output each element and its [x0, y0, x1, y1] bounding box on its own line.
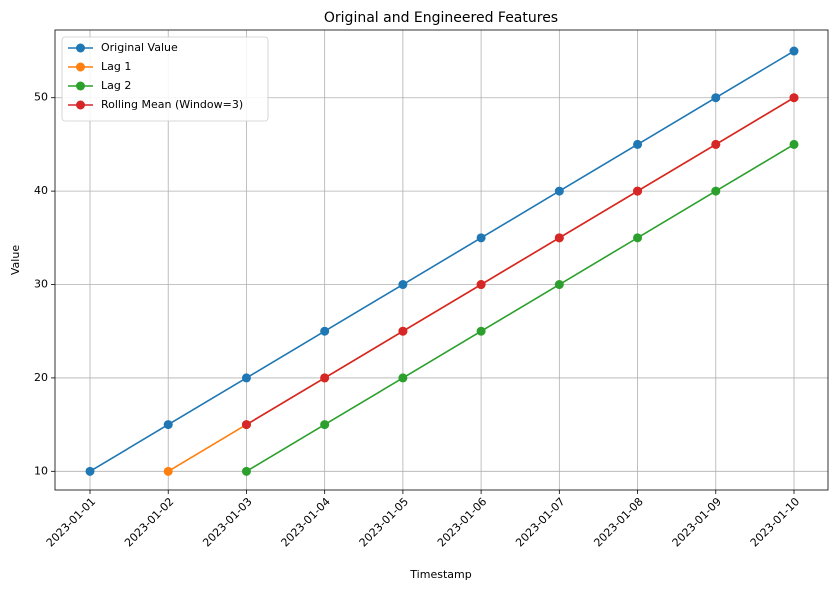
- data-point: [711, 139, 721, 149]
- legend: Original Value Lag 1 Lag 2 Rolling Mean (Wi…: [61, 36, 269, 122]
- legend-swatch-marker: [76, 62, 85, 72]
- legend-box: [61, 36, 269, 122]
- data-point: [789, 46, 799, 56]
- legend-label: Original Value: [101, 41, 178, 54]
- x-tick-label: 2023-01-05: [357, 495, 411, 549]
- data-point: [554, 186, 564, 196]
- legend-label: Lag 2: [101, 79, 131, 92]
- data-point: [163, 420, 173, 430]
- y-tick-label: 40: [34, 184, 48, 197]
- legend-item: Original Value: [68, 41, 178, 54]
- legend-item: Lag 2: [68, 79, 131, 92]
- data-point: [398, 280, 408, 290]
- data-point: [398, 326, 408, 336]
- data-point: [789, 139, 799, 149]
- x-tick-label: 2023-01-01: [44, 495, 98, 549]
- data-point: [320, 373, 330, 383]
- legend-swatch-marker: [76, 43, 85, 53]
- data-point: [476, 233, 486, 243]
- data-point: [554, 280, 564, 290]
- x-tick-label: 2023-01-04: [279, 495, 333, 549]
- x-axis-label: Timestamp: [409, 568, 471, 581]
- data-point: [476, 326, 486, 336]
- data-point: [241, 373, 251, 383]
- data-point: [554, 233, 564, 243]
- data-point: [633, 233, 643, 243]
- x-tick-label: 2023-01-03: [200, 495, 254, 549]
- y-tick-label: 10: [34, 464, 48, 477]
- data-point: [711, 93, 721, 103]
- data-point: [320, 326, 330, 336]
- data-point: [163, 466, 173, 476]
- y-tick-label: 50: [34, 91, 48, 104]
- data-point: [789, 93, 799, 103]
- series-line: [246, 97, 795, 426]
- series-1: [85, 46, 799, 476]
- legend-item: Rolling Mean (Window=3): [68, 98, 243, 111]
- series-3: [241, 139, 799, 476]
- x-tick-label: 2023-01-10: [748, 495, 802, 549]
- y-axis-label: Value: [9, 245, 22, 275]
- plot-frame: [54, 29, 829, 491]
- chart-title: Original and Engineered Features: [324, 10, 558, 26]
- x-tick-label: 2023-01-02: [122, 495, 176, 549]
- legend-label: Lag 1: [101, 60, 131, 73]
- series-line: [89, 50, 795, 473]
- data-point: [633, 186, 643, 196]
- data-point: [320, 420, 330, 430]
- legend-label: Rolling Mean (Window=3): [101, 98, 243, 111]
- data-point: [711, 186, 721, 196]
- data-point: [241, 466, 251, 476]
- y-tick-label: 30: [34, 278, 48, 291]
- x-tick-label: 2023-01-09: [670, 495, 724, 549]
- series-line: [246, 143, 795, 473]
- x-tick-label: 2023-01-08: [591, 495, 645, 549]
- legend-swatch-marker: [76, 100, 85, 110]
- y-tick-label: 20: [34, 371, 48, 384]
- series-layer: [85, 46, 799, 476]
- legend-item: Lag 1: [68, 60, 131, 73]
- data-point: [633, 139, 643, 149]
- data-point: [398, 373, 408, 383]
- data-point: [241, 420, 251, 430]
- series-4: [241, 93, 799, 430]
- x-tick-label: 2023-01-06: [435, 495, 489, 549]
- x-tick-label: 2023-01-07: [513, 495, 567, 549]
- legend-swatch-marker: [76, 81, 85, 91]
- data-point: [85, 466, 95, 476]
- data-point: [476, 280, 486, 290]
- grid-layer: [55, 30, 828, 490]
